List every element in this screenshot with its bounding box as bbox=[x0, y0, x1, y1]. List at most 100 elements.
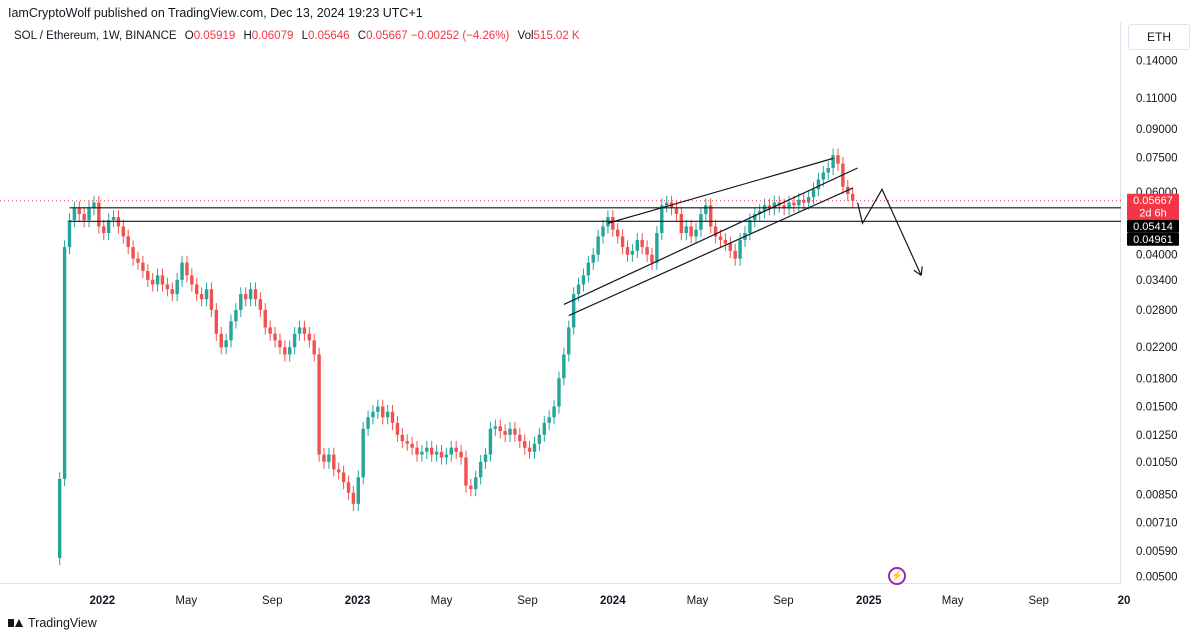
candle-body bbox=[390, 411, 395, 423]
candle-body bbox=[748, 220, 752, 234]
y-tick-label: 0.04000 bbox=[1136, 250, 1178, 262]
candle-body bbox=[625, 247, 630, 255]
candle-body bbox=[195, 284, 199, 295]
candle-body bbox=[72, 208, 77, 221]
candle-body bbox=[224, 340, 228, 348]
symbol-title[interactable]: SOL / Ethereum, 1W, BINANCE bbox=[14, 30, 177, 42]
arrow-head bbox=[920, 266, 923, 276]
candle-body bbox=[292, 333, 297, 348]
y-tick-label: 0.02800 bbox=[1136, 305, 1178, 317]
y-tick-label: 0.02200 bbox=[1136, 342, 1178, 354]
candle-body bbox=[478, 461, 483, 478]
candle-body bbox=[806, 197, 811, 203]
candle-body bbox=[645, 247, 649, 255]
candle-body bbox=[753, 214, 757, 221]
candle-body bbox=[601, 226, 605, 237]
candle-body bbox=[341, 472, 346, 483]
candle-body bbox=[567, 327, 571, 355]
candle-body bbox=[615, 229, 620, 237]
candle-body bbox=[434, 451, 439, 455]
candle-body bbox=[620, 236, 625, 248]
candle-body bbox=[547, 417, 551, 423]
y-tick-label: 0.11000 bbox=[1136, 93, 1177, 105]
candle-body bbox=[660, 205, 664, 234]
close-label: C bbox=[357, 30, 367, 42]
y-tick-label: 0.01250 bbox=[1136, 430, 1178, 442]
candle-body bbox=[376, 406, 380, 412]
candle-body bbox=[278, 340, 282, 348]
trend-line bbox=[607, 157, 834, 224]
footer-brand[interactable]: TradingView bbox=[8, 616, 97, 630]
candle-body bbox=[728, 243, 733, 251]
candle-body bbox=[180, 262, 184, 280]
candle-body bbox=[811, 189, 816, 198]
candle-body bbox=[493, 426, 498, 429]
candle-body bbox=[576, 284, 581, 295]
lightning-icon[interactable]: ⚡ bbox=[888, 567, 906, 585]
open-value: 0.05919 bbox=[193, 30, 236, 42]
candle-body bbox=[508, 428, 512, 435]
candle-body bbox=[410, 443, 414, 448]
candle-body bbox=[635, 239, 640, 251]
candle-body bbox=[185, 262, 189, 276]
volume-value: 515.02 K bbox=[533, 30, 580, 42]
price-tag bbox=[1127, 219, 1179, 233]
candle-body bbox=[532, 443, 537, 452]
candle-body bbox=[121, 226, 126, 237]
candle-body bbox=[704, 205, 708, 215]
candle-body bbox=[797, 199, 801, 206]
volume-label: Vol bbox=[517, 30, 534, 42]
candle-body bbox=[464, 457, 468, 486]
candle-body bbox=[571, 294, 576, 328]
candle-body bbox=[67, 220, 72, 248]
currency-selector[interactable]: ETH bbox=[1128, 24, 1190, 50]
candle-body bbox=[381, 406, 385, 418]
x-tick-label: May bbox=[175, 595, 197, 607]
candle-body bbox=[513, 428, 517, 435]
candle-body bbox=[557, 378, 561, 407]
candle-body bbox=[400, 434, 405, 442]
candle-body bbox=[537, 434, 542, 444]
x-tick-label: Sep bbox=[1028, 595, 1048, 607]
candle-body bbox=[772, 202, 777, 209]
candle-body bbox=[356, 477, 360, 504]
candle-body bbox=[792, 202, 796, 206]
candle-body bbox=[219, 333, 223, 348]
x-tick-label: Sep bbox=[517, 595, 537, 607]
high-label: H bbox=[243, 30, 252, 42]
candle-body bbox=[679, 214, 684, 234]
candle-body bbox=[395, 422, 400, 435]
candle-body bbox=[542, 422, 547, 435]
candle-body bbox=[62, 247, 67, 479]
candle-body bbox=[630, 250, 635, 255]
y-tick-label: 0.00710 bbox=[1136, 517, 1178, 529]
candles-group bbox=[57, 148, 855, 566]
candle-body bbox=[444, 454, 449, 458]
candle-body bbox=[102, 226, 106, 234]
y-tick-label: 0.01500 bbox=[1136, 402, 1178, 414]
candle-body bbox=[175, 279, 179, 295]
candle-body bbox=[302, 327, 307, 334]
candle-body bbox=[836, 155, 840, 164]
candle-body bbox=[767, 205, 772, 209]
x-tick-label: May bbox=[687, 595, 709, 607]
candle-body bbox=[522, 441, 527, 448]
y-tick-label: 0.14000 bbox=[1136, 56, 1178, 68]
candle-body bbox=[288, 347, 292, 355]
candle-body bbox=[425, 447, 429, 452]
candle-body bbox=[469, 485, 473, 490]
candle-body bbox=[160, 275, 165, 285]
candle-body bbox=[209, 289, 214, 310]
y-tick-label: 0.01800 bbox=[1136, 373, 1178, 385]
projection-path bbox=[856, 188, 922, 276]
y-tick-label: 0.00500 bbox=[1136, 572, 1178, 584]
candle-body bbox=[307, 333, 312, 341]
candle-body bbox=[243, 294, 248, 300]
x-tick-label: 2022 bbox=[90, 595, 116, 607]
candle-body bbox=[689, 226, 693, 237]
candle-body bbox=[131, 247, 135, 259]
candle-body bbox=[126, 236, 130, 248]
candle-body bbox=[713, 226, 718, 237]
candle-body bbox=[155, 275, 160, 285]
